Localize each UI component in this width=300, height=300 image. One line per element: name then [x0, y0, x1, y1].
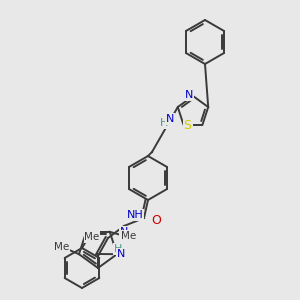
Text: H: H: [160, 118, 168, 128]
Text: O: O: [151, 214, 161, 226]
Text: N: N: [166, 114, 174, 124]
Text: N: N: [120, 227, 128, 237]
Text: S: S: [184, 119, 192, 132]
Text: Me: Me: [121, 231, 136, 241]
Text: Me: Me: [84, 232, 100, 242]
Text: H: H: [114, 244, 122, 254]
Text: N: N: [185, 90, 193, 100]
Text: N: N: [117, 249, 125, 259]
Text: Me: Me: [54, 242, 70, 252]
Text: NH: NH: [127, 210, 143, 220]
